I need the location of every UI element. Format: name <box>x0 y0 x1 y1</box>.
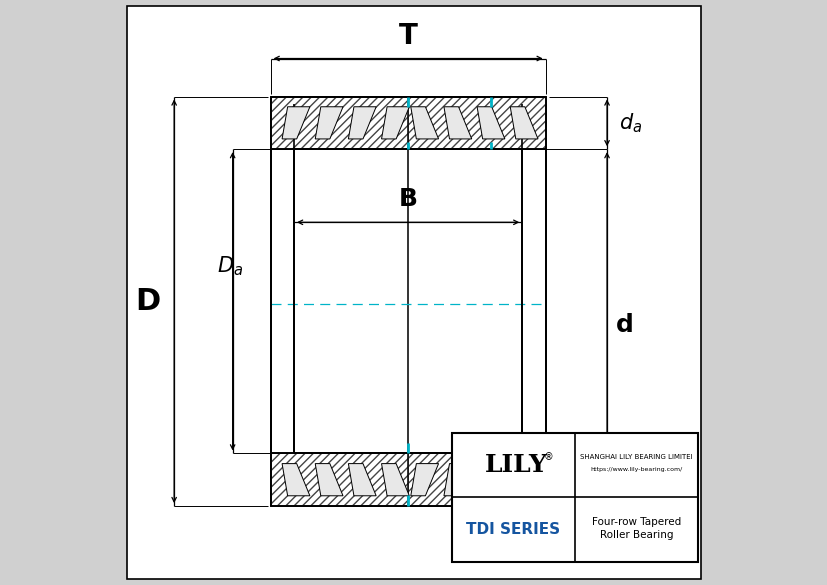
Text: Roller Bearing: Roller Bearing <box>599 530 672 541</box>
Polygon shape <box>476 463 504 496</box>
Text: $D_a$: $D_a$ <box>217 254 242 278</box>
Bar <box>270 97 408 149</box>
Bar <box>270 97 545 506</box>
Polygon shape <box>315 463 342 496</box>
Bar <box>408 453 545 506</box>
Polygon shape <box>282 463 309 496</box>
Text: TDI SERIES: TDI SERIES <box>466 522 560 537</box>
Polygon shape <box>381 106 409 139</box>
Bar <box>408 97 545 149</box>
Text: LILY: LILY <box>484 453 547 477</box>
Text: https://www.lily-bearing.com/: https://www.lily-bearing.com/ <box>590 467 681 472</box>
Polygon shape <box>348 106 375 139</box>
Bar <box>270 453 408 506</box>
Bar <box>294 149 522 453</box>
Text: ®: ® <box>543 452 552 462</box>
Polygon shape <box>410 463 438 496</box>
Polygon shape <box>381 463 409 496</box>
Polygon shape <box>282 106 309 139</box>
Polygon shape <box>509 106 538 139</box>
Text: D: D <box>135 287 160 316</box>
Polygon shape <box>443 463 471 496</box>
Polygon shape <box>348 463 375 496</box>
Text: T: T <box>399 22 417 50</box>
Polygon shape <box>443 106 471 139</box>
Polygon shape <box>315 106 342 139</box>
Bar <box>452 433 697 562</box>
Polygon shape <box>476 106 504 139</box>
Polygon shape <box>410 106 438 139</box>
Text: Four-row Tapered: Four-row Tapered <box>591 517 680 527</box>
Text: $d_a$: $d_a$ <box>618 111 641 135</box>
Polygon shape <box>509 463 538 496</box>
Text: SHANGHAI LILY BEARING LIMITEI: SHANGHAI LILY BEARING LIMITEI <box>579 455 691 460</box>
Text: d: d <box>615 312 633 337</box>
Text: B: B <box>398 187 417 211</box>
